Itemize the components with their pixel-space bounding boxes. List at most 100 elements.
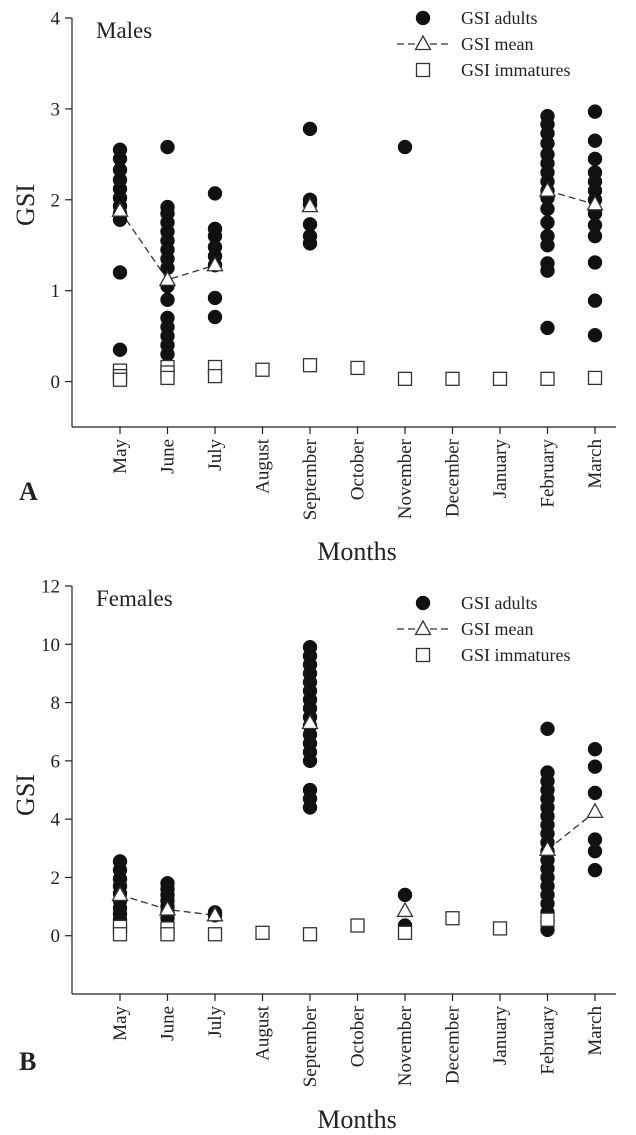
panel-b-x-axis-title: Months xyxy=(317,1105,396,1134)
panel-a-x-tick-label-august: August xyxy=(253,438,274,494)
panel-a-axes xyxy=(71,18,616,428)
panel-b-x-tick-label-july: July xyxy=(205,1006,226,1038)
panel-b-x-tick-label-december: December xyxy=(443,1005,464,1084)
panel-b-y-ticks: 0 2 4 6 8 10 12 xyxy=(41,577,72,947)
panel-a-mean-line xyxy=(547,190,596,205)
panel-b-y-tick-label: 6 xyxy=(51,751,61,772)
panel-b-y-tick-label: 0 xyxy=(51,926,61,947)
panel-b-immature-point xyxy=(397,925,413,940)
panel-a-x-axis-title: Months xyxy=(317,537,396,566)
panel-a-immature-point xyxy=(350,360,365,376)
panel-b-immature-point xyxy=(112,927,128,942)
panel-b-immature-point xyxy=(207,927,223,942)
panel-a-x-tick-label-february: February xyxy=(538,439,559,508)
panel-a-legend-label-gsi-immatures: GSI immatures xyxy=(461,60,571,80)
panel-a-y-tick-label: 3 xyxy=(51,99,61,120)
panel-a-mean-point xyxy=(158,270,177,286)
panel-a-adult-point xyxy=(540,237,555,253)
panel-a-mean-point xyxy=(301,196,319,213)
panel-b-legend-marker-gsi-immatures xyxy=(415,647,431,663)
panel-b-x-tick-label-june: June xyxy=(158,1006,179,1041)
panel-a-x-tick-label-march: March xyxy=(585,439,606,489)
panel-a-immature-point xyxy=(160,370,175,386)
panel-b-x-tick-label-may: May xyxy=(110,1006,131,1041)
panel-b-legend-label-gsi-adults: GSI adults xyxy=(461,593,538,613)
panel-a-immature-point xyxy=(112,372,128,387)
panel-a-x-tick-label-june: June xyxy=(158,439,179,474)
panel-a-immature-point xyxy=(540,371,555,386)
panel-a-x-tick-label-january: January xyxy=(490,439,511,499)
panel-a-adult-point xyxy=(587,228,603,244)
panel-b-adult-point xyxy=(397,887,413,903)
panel-b-x-ticks: May June July August September October Novembe… xyxy=(110,994,606,1087)
panel-a-x-tick-label-september: September xyxy=(300,438,321,520)
panel-a-legend-marker-gsi-mean xyxy=(414,34,432,51)
panel-a-adult-point xyxy=(587,327,603,343)
panel-b-axes xyxy=(71,586,616,995)
panel-a-x-tick-label-november: November xyxy=(395,438,416,519)
panel-a-adult-point xyxy=(587,293,603,308)
panel-b-title: Females xyxy=(96,586,173,611)
panel-b-mean-point xyxy=(538,840,557,856)
panel-a-adult-point xyxy=(540,320,555,336)
panel-a-adult-point xyxy=(302,121,318,137)
panel-b-females: 0 2 4 6 8 10 12 May June July August September Octo… xyxy=(11,577,616,1134)
panel-a-immature-point xyxy=(255,362,270,377)
panel-a-legend: GSI adults GSI mean GSI immatures xyxy=(397,8,571,80)
panel-a-immature-point xyxy=(302,358,318,373)
panel-b-immature-point xyxy=(302,927,318,942)
panel-a-mean-point xyxy=(206,255,224,272)
panel-b-adult-point xyxy=(302,800,318,815)
panel-a-adult-point xyxy=(587,255,603,270)
panel-b-mean-point xyxy=(111,885,129,902)
panel-b-y-tick-label: 10 xyxy=(41,635,60,656)
panel-b-immature-point xyxy=(445,911,460,926)
panel-b-data-marks xyxy=(111,639,604,942)
panel-a-x-tick-label-october: October xyxy=(348,438,369,500)
panel-a-immature-point xyxy=(587,370,603,386)
panel-b-immature-point xyxy=(160,927,175,942)
panel-a-y-tick-label: 2 xyxy=(51,190,61,211)
panel-a-adult-point xyxy=(397,139,413,155)
panel-a-adult-point xyxy=(112,265,128,280)
panel-b-adult-point xyxy=(587,741,603,757)
panel-a-males: 0 1 2 3 4 May June July August September October N… xyxy=(11,8,616,566)
panel-b-immature-point xyxy=(540,912,555,927)
panel-b-x-tick-label-january: January xyxy=(490,1006,511,1066)
panel-a-mean-point xyxy=(586,194,604,211)
panel-a-x-ticks: May June July August September October Novembe… xyxy=(110,427,606,520)
panel-b-legend-marker-gsi-adults xyxy=(415,595,431,611)
panel-a-immature-point xyxy=(207,368,223,384)
panel-a-mean-point xyxy=(111,201,129,217)
panel-b-legend-label-gsi-immatures: GSI immatures xyxy=(461,645,571,665)
panel-b-adult-point xyxy=(302,753,318,769)
panel-a-adult-point xyxy=(207,186,223,201)
panel-b-legend: GSI adults GSI mean GSI immatures xyxy=(397,593,571,665)
panel-a-immature-point xyxy=(445,371,460,386)
panel-a-y-ticks: 0 1 2 3 4 xyxy=(51,9,72,393)
panel-a-y-axis-title: GSI xyxy=(11,184,40,226)
panel-b-x-tick-label-october: October xyxy=(348,1005,369,1067)
panel-a-y-tick-label: 1 xyxy=(51,281,61,302)
panel-a-adult-point xyxy=(112,342,128,357)
panel-b-adult-point xyxy=(540,721,555,737)
panel-a-x-tick-label-may: May xyxy=(110,439,131,474)
panel-a-data-marks xyxy=(111,104,604,387)
panel-a-immature-point xyxy=(492,371,508,386)
panel-b-immature-point xyxy=(255,925,270,940)
panel-a-adult-point xyxy=(207,309,223,325)
panel-a-mean-point xyxy=(538,181,557,197)
panel-b-y-tick-label: 8 xyxy=(51,693,61,714)
panel-a-adult-point xyxy=(587,151,603,167)
panel-b-y-tick-label: 12 xyxy=(41,577,60,598)
panel-a-adult-point xyxy=(540,215,555,230)
panel-a-legend-label-gsi-adults: GSI adults xyxy=(461,8,538,28)
panel-b-mean-point xyxy=(206,905,224,922)
panel-b-mean-point xyxy=(158,900,177,916)
panel-b-x-tick-label-november: November xyxy=(395,1005,416,1086)
panel-b-mean-point xyxy=(586,802,604,819)
panel-a-y-tick-label: 0 xyxy=(51,372,61,393)
panel-b-adult-point xyxy=(587,862,603,878)
panel-a-adult-point xyxy=(540,263,555,278)
